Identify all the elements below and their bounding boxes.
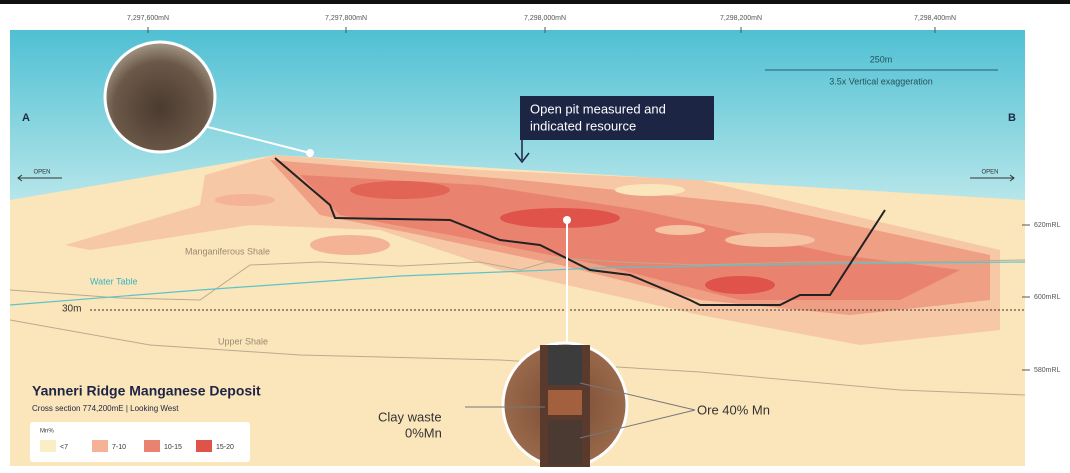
rl-label: 620mRL <box>1034 222 1061 229</box>
core-label: Ore 40% Mn <box>697 402 770 417</box>
legend-swatch <box>144 440 160 452</box>
water-table-line <box>9 261 1026 306</box>
northing-label: 7,297,800mN <box>325 15 367 22</box>
legend-label: <7 <box>60 444 68 451</box>
northing-label: 7,298,400mN <box>914 15 956 22</box>
northing-ticks <box>147 27 936 33</box>
ore-zones <box>65 155 1000 345</box>
top-bar <box>0 0 1070 4</box>
legend-box <box>30 422 250 462</box>
subtitle: Cross section 774,200mE | Looking West <box>32 404 179 413</box>
legend-label: 15-20 <box>216 444 234 451</box>
strata-label: Water Table <box>90 276 138 286</box>
callout-arrow-head <box>514 152 530 164</box>
photo-point <box>563 216 571 224</box>
open-arrow-head <box>17 174 23 182</box>
section-end: B <box>1008 112 1016 124</box>
depth-label: 30m <box>62 304 81 315</box>
core-ore <box>548 420 582 465</box>
margin <box>1025 30 1070 470</box>
legend-title: Mn% <box>40 429 54 435</box>
scale-length: 250m <box>870 54 893 64</box>
legend-swatch <box>40 440 56 452</box>
photo-leader <box>199 124 311 154</box>
strata-label: Upper Shale <box>218 336 268 346</box>
strata-label: Manganiferous Shale <box>185 246 270 256</box>
rl-label: 600mRL <box>1034 294 1061 301</box>
callout-box <box>520 96 714 140</box>
label-leader <box>579 409 696 439</box>
rl-label: 580mRL <box>1034 367 1061 374</box>
upper-shale-line <box>9 319 1026 396</box>
open-arrow-head <box>1009 174 1015 182</box>
northing-label: 7,298,200mN <box>720 15 762 22</box>
northing-label: 7,298,000mN <box>524 15 566 22</box>
legend-label: 7-10 <box>112 444 126 451</box>
legend-label: 10-15 <box>164 444 182 451</box>
open-label: OPEN <box>33 170 50 176</box>
core-clay <box>548 390 582 415</box>
photo-point <box>306 149 314 157</box>
core-ore <box>548 345 582 385</box>
callout-text: Open pit measured and <box>530 101 666 116</box>
legend: Mn% <7 7-10 10-15 15-20 <box>30 422 250 462</box>
callout-text: indicated resource <box>530 118 636 133</box>
section-end: A <box>22 112 30 124</box>
open-label: OPEN <box>981 170 998 176</box>
legend-swatch <box>196 440 212 452</box>
core-label: Clay waste <box>378 409 442 424</box>
surface-photo <box>103 40 217 154</box>
label-leader <box>579 382 696 411</box>
legend-swatch <box>92 440 108 452</box>
core-label: 0%Mn <box>405 425 442 440</box>
scale-exaggeration: 3.5x Vertical exaggeration <box>829 76 933 86</box>
title: Yanneri Ridge Manganese Deposit <box>32 383 261 399</box>
pit-outline <box>274 157 886 306</box>
shale-line <box>9 257 1026 301</box>
northing-label: 7,297,600mN <box>127 15 169 22</box>
